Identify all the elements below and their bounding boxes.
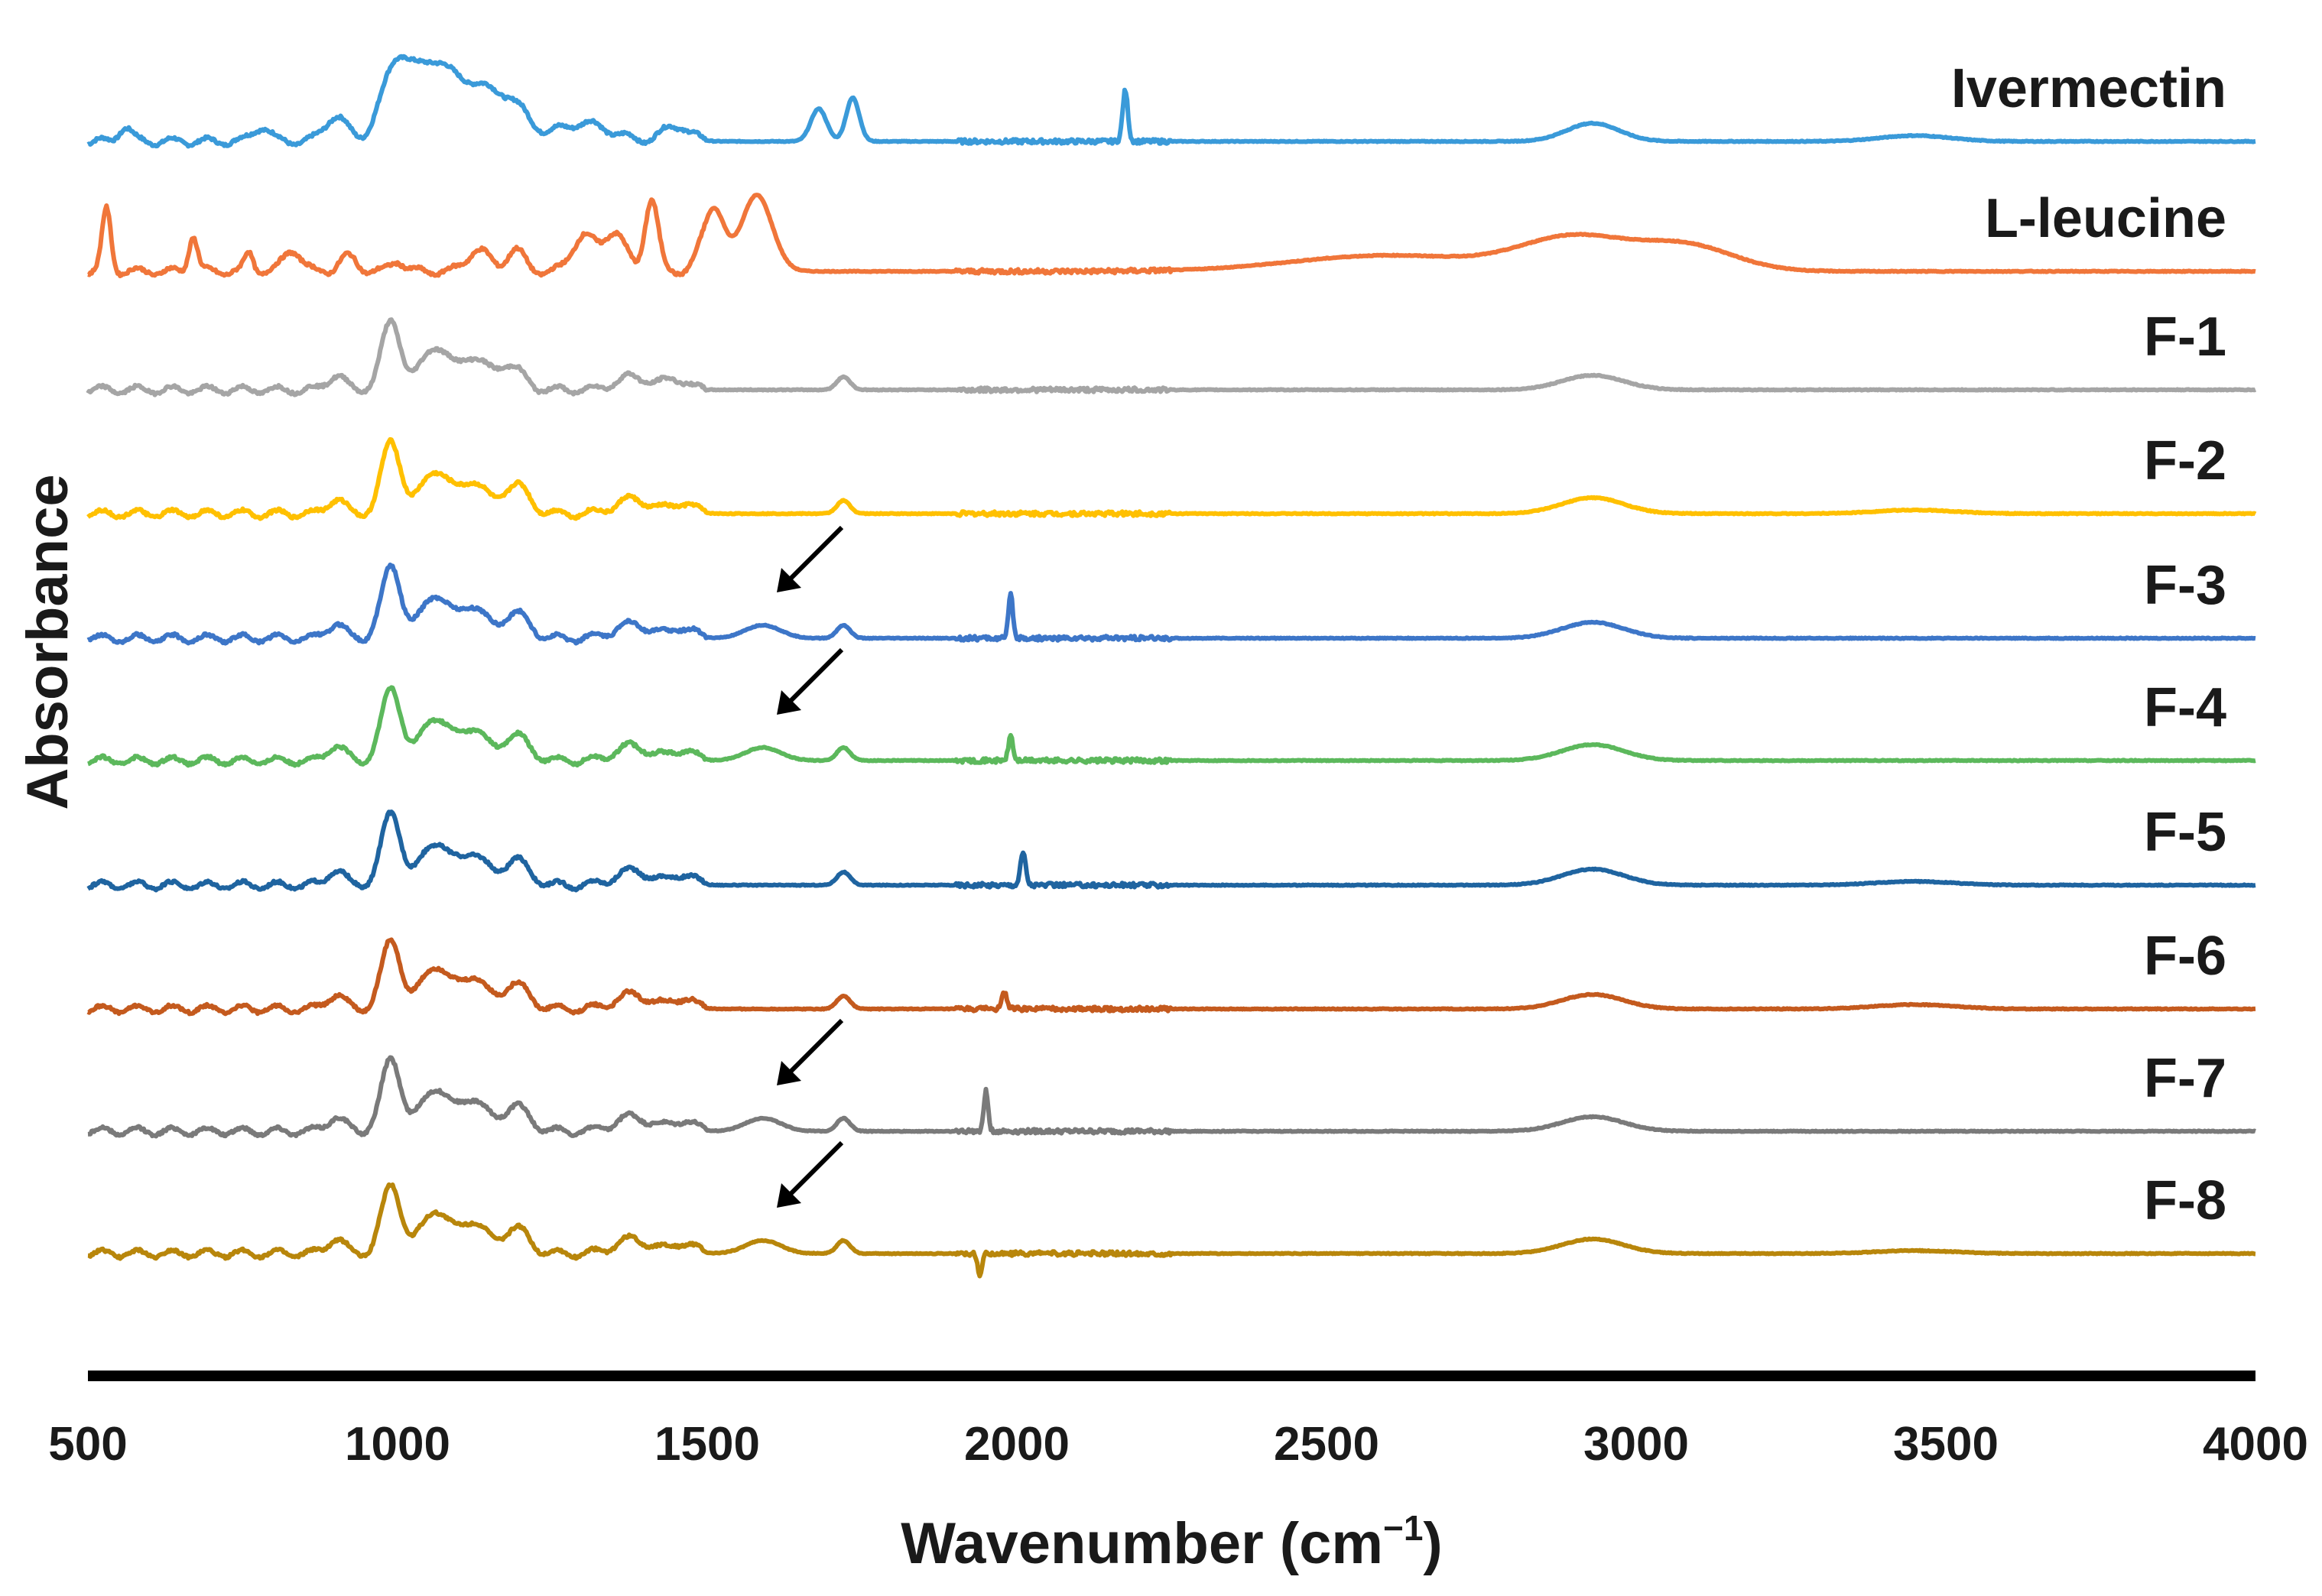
series-label-f-2: F-2 (2144, 430, 2226, 491)
arrow-f-7 (777, 1018, 844, 1085)
series-label-f-3: F-3 (2144, 555, 2226, 616)
series-line-f-8 (86, 1182, 2257, 1279)
series-line-l-leucine (86, 193, 2257, 278)
series-label-f-7: F-7 (2144, 1048, 2226, 1109)
series-label-l-leucine: L-leucine (1985, 188, 2226, 249)
x-axis-line (88, 1371, 2255, 1381)
x-tick-label-2500: 2500 (1274, 1418, 1379, 1471)
series-label-f-8: F-8 (2144, 1170, 2226, 1231)
x-tick-label-3000: 3000 (1583, 1418, 1689, 1471)
series-line-f-6 (86, 937, 2257, 1017)
series-label-f-6: F-6 (2144, 926, 2226, 987)
y-axis-title: Absorbance (15, 474, 80, 809)
series-label-ivermectin: Ivermectin (1951, 58, 2226, 119)
x-tick-label-1000: 1000 (345, 1418, 450, 1471)
series-layer (86, 54, 2257, 1279)
series-line-f-5 (86, 809, 2257, 893)
x-tick-label-4000: 4000 (2203, 1418, 2308, 1471)
series-line-f-2 (86, 436, 2257, 521)
series-line-f-4 (86, 685, 2257, 768)
series-label-f-5: F-5 (2144, 802, 2226, 863)
series-labels: Ivermectin L-leucine F-1 F-2 F-3 F-4 F-5 F-6 F-7… (1951, 58, 2226, 1231)
series-line-ivermectin (86, 54, 2257, 149)
series-line-f-3 (86, 563, 2257, 646)
series-line-f-7 (86, 1055, 2257, 1139)
x-tick-label-2000: 2000 (964, 1418, 1070, 1471)
annotation-arrows (777, 525, 844, 1208)
x-axis-title: Wavenumber (cm−1) (901, 1508, 1442, 1576)
series-label-f-4: F-4 (2144, 677, 2226, 738)
x-tick-label-1500: 1500 (654, 1418, 760, 1471)
series-label-f-1: F-1 (2144, 307, 2226, 368)
arrow-f-8 (777, 1140, 844, 1208)
series-line-f-1 (86, 317, 2257, 397)
arrow-f-4 (777, 647, 844, 715)
x-tick-label-3500: 3500 (1893, 1418, 1999, 1471)
x-tick-label-500: 500 (48, 1418, 127, 1471)
x-tick-labels: 500 1000 1500 2000 2500 3000 3500 4000 (48, 1418, 2308, 1471)
arrow-f-3 (777, 525, 844, 592)
